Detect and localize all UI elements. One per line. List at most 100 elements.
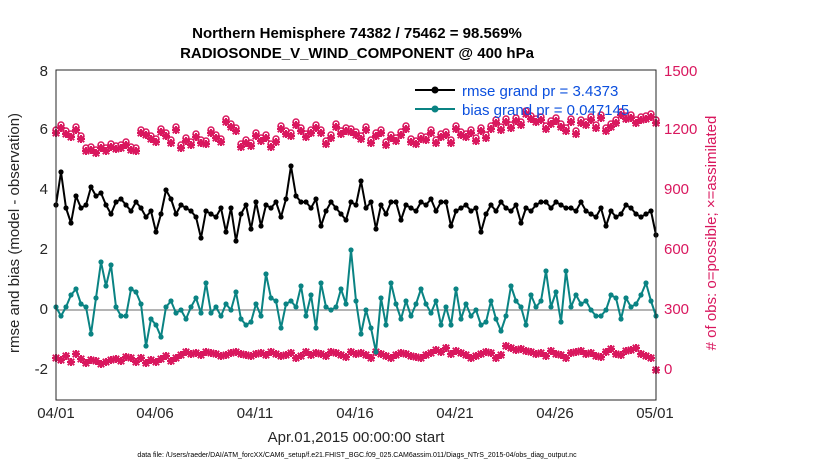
obs-low-count-marker [342, 127, 350, 135]
obs-low-count-marker [432, 139, 440, 147]
bias-data-point [358, 331, 364, 337]
rmse-data-point [218, 205, 224, 211]
y2-axis-label: # of obs: o=possible; ×=assimilated [703, 116, 720, 351]
rmse-data-point [68, 220, 74, 226]
bias-data-point [83, 304, 89, 310]
obs-low-count-marker [252, 132, 260, 140]
bias-data-point [258, 313, 264, 319]
obs-low-count-marker [322, 352, 330, 360]
rmse-data-point [358, 178, 364, 184]
rmse-data-point [613, 214, 619, 220]
bias-data-point [418, 286, 424, 292]
bias-data-point [608, 292, 614, 298]
bias-data-point [613, 295, 619, 301]
obs-low-count-marker [527, 115, 535, 123]
rmse-data-point [488, 202, 494, 208]
y2-tick-label: 600 [664, 241, 689, 258]
obs-low-count-marker [437, 348, 445, 356]
obs-low-count-marker [447, 139, 455, 147]
bias-data-point [248, 319, 254, 325]
bias-data-point [113, 304, 119, 310]
obs-low-count-marker [172, 126, 180, 134]
obs-low-count-marker [492, 119, 500, 127]
obs-low-count-marker [92, 149, 100, 157]
obs-low-count-marker [122, 353, 130, 361]
obs-low-count-marker [87, 356, 95, 364]
bias-data-point [533, 304, 539, 310]
rmse-data-point [228, 205, 234, 211]
rmse-data-point [408, 205, 414, 211]
obs-low-count-marker [72, 126, 80, 134]
bias-data-point [568, 304, 574, 310]
bias-data-point [443, 304, 449, 310]
obs-low-count-marker [492, 354, 500, 362]
obs-low-count-marker [152, 358, 160, 366]
obs-low-count-marker [522, 347, 530, 355]
obs-low-count-marker [202, 348, 210, 356]
plot-frame [55, 69, 657, 401]
rmse-data-point [443, 199, 449, 205]
obs-low-count-marker [162, 132, 170, 140]
obs-low-count-marker [357, 349, 365, 357]
bias-data-point [313, 325, 319, 331]
bias-data-point [93, 295, 99, 301]
bias-data-point [448, 322, 454, 328]
obs-low-count-marker [167, 357, 175, 365]
rmse-data-point [528, 208, 534, 214]
obs-low-count-marker [487, 125, 495, 133]
obs-low-count-marker [67, 133, 75, 141]
rmse-data-point [398, 217, 404, 223]
bias-data-point [403, 298, 409, 304]
obs-low-count-marker [457, 131, 465, 139]
obs-low-count-marker [272, 350, 280, 358]
obs-low-count-marker [307, 129, 315, 137]
obs-low-count-marker [297, 127, 305, 135]
rmse-data-point [438, 199, 444, 205]
rmse-data-point [323, 208, 329, 214]
rmse-data-point [203, 208, 209, 214]
obs-low-count-marker [192, 349, 200, 357]
rmse-data-point [243, 202, 249, 208]
obs-low-count-marker [412, 353, 420, 361]
obs-low-count-marker [362, 351, 370, 359]
obs-low-count-marker [197, 139, 205, 147]
bias-data-point [98, 259, 104, 265]
obs-low-count-marker [347, 128, 355, 136]
obs-low-count-marker [207, 129, 215, 137]
obs-low-count-marker [487, 349, 495, 357]
obs-low-count-marker [597, 353, 605, 361]
bias-data-point [573, 292, 579, 298]
obs-low-count-marker [532, 118, 540, 126]
obs-low-count-marker [417, 354, 425, 362]
obs-low-count-marker [392, 137, 400, 145]
obs-low-count-marker [512, 346, 520, 354]
bias-data-point [353, 298, 359, 304]
bias-data-point [73, 286, 79, 292]
obs-low-count-marker [317, 129, 325, 137]
obs-low-count-marker [177, 351, 185, 359]
rmse-data-point [588, 211, 594, 217]
x-axis-label: Apr.01,2015 00:00:00 start [268, 429, 446, 446]
obs-low-count-marker [62, 130, 70, 138]
obs-low-count-marker [182, 348, 190, 356]
rmse-data-point [463, 202, 469, 208]
bias-data-point [198, 310, 204, 316]
obs-low-count-marker [647, 113, 655, 121]
rmse-data-point [103, 202, 109, 208]
obs-low-count-marker [392, 351, 400, 359]
obs-low-count-marker [557, 351, 565, 359]
rmse-data-point [548, 205, 554, 211]
bias-data-point [163, 304, 169, 310]
obs-low-count-marker [577, 119, 585, 127]
rmse-data-point [213, 214, 219, 220]
obs-low-count-marker [462, 351, 470, 359]
rmse-data-point [448, 223, 454, 229]
bias-data-point [58, 313, 64, 319]
obs-low-count-marker [582, 350, 590, 358]
rmse-data-point [173, 211, 179, 217]
obs-low-count-marker [287, 132, 295, 140]
bias-data-point [238, 316, 244, 322]
rmse-data-point [623, 202, 629, 208]
obs-low-count-marker [612, 119, 620, 127]
